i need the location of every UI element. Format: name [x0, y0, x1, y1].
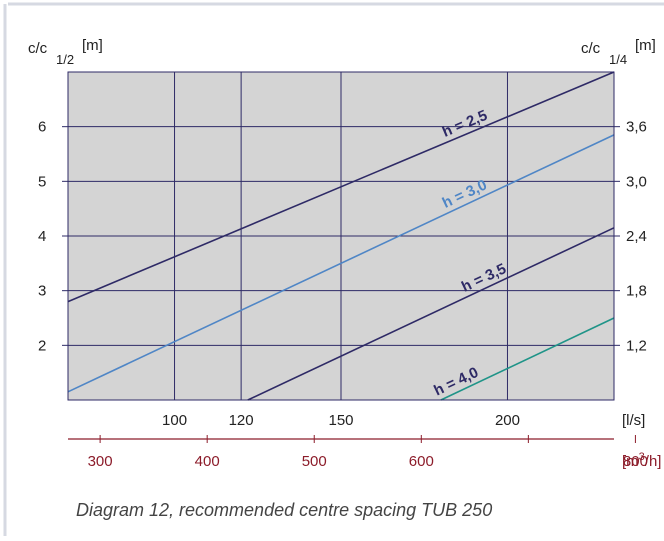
x-axis-m3h-unit-start: [m — [622, 453, 639, 470]
right-tick-label: 3,6 — [626, 119, 647, 136]
left-tick-label: 4 — [38, 228, 46, 245]
right-axis-subscript: 1/4 — [609, 52, 627, 67]
x-tick-label-m3h: 600 — [409, 453, 434, 470]
x-tick-label-ls: 100 — [162, 412, 187, 429]
x-axis-m3h-unit-sup: 3 — [639, 451, 645, 463]
left-tick-label: 2 — [38, 337, 46, 354]
left-tick-label: 5 — [38, 173, 46, 190]
x-axis-m3h-unit-end: /h] — [645, 453, 662, 470]
x-tick-label-ls: 200 — [495, 412, 520, 429]
x-axis-m3h-unit: [m3/h] — [622, 451, 661, 470]
x-tick-label-m3h: 500 — [302, 453, 327, 470]
x-tick-label-ls: 120 — [229, 412, 254, 429]
diagram-caption: Diagram 12, recommended centre spacing T… — [76, 500, 492, 520]
series-line — [67, 71, 615, 303]
x-tick-label-m3h: 300 — [88, 453, 113, 470]
left-axis-unit: [m] — [82, 37, 103, 54]
right-axis-label: c/c — [581, 40, 601, 57]
left-axis-subscript: 1/2 — [56, 52, 74, 67]
series-line — [67, 134, 615, 393]
right-tick-label: 3,0 — [626, 173, 647, 190]
series-line — [440, 317, 615, 401]
grid — [68, 72, 614, 400]
x-tick-label-m3h: 800 — [623, 453, 648, 470]
right-tick-label: 1,8 — [626, 283, 647, 300]
x-tick-label-m3h: 400 — [195, 453, 220, 470]
left-tick-label: 6 — [38, 119, 46, 136]
series-line — [247, 227, 615, 401]
right-tick-label: 2,4 — [626, 228, 647, 245]
axis-ticks: 2 1,2 3 1,8 4 2,4 5 3,0 6 3,6 100 120 150 200 300 400 50… — [38, 119, 648, 470]
left-tick-label: 3 — [38, 283, 46, 300]
right-axis-unit: [m] — [635, 37, 656, 54]
x-tick-label-ls: 150 — [328, 412, 353, 429]
left-axis-label: c/c — [28, 40, 48, 57]
right-tick-label: 1,2 — [626, 337, 647, 354]
x-axis-ls-unit: [l/s] — [622, 412, 645, 429]
